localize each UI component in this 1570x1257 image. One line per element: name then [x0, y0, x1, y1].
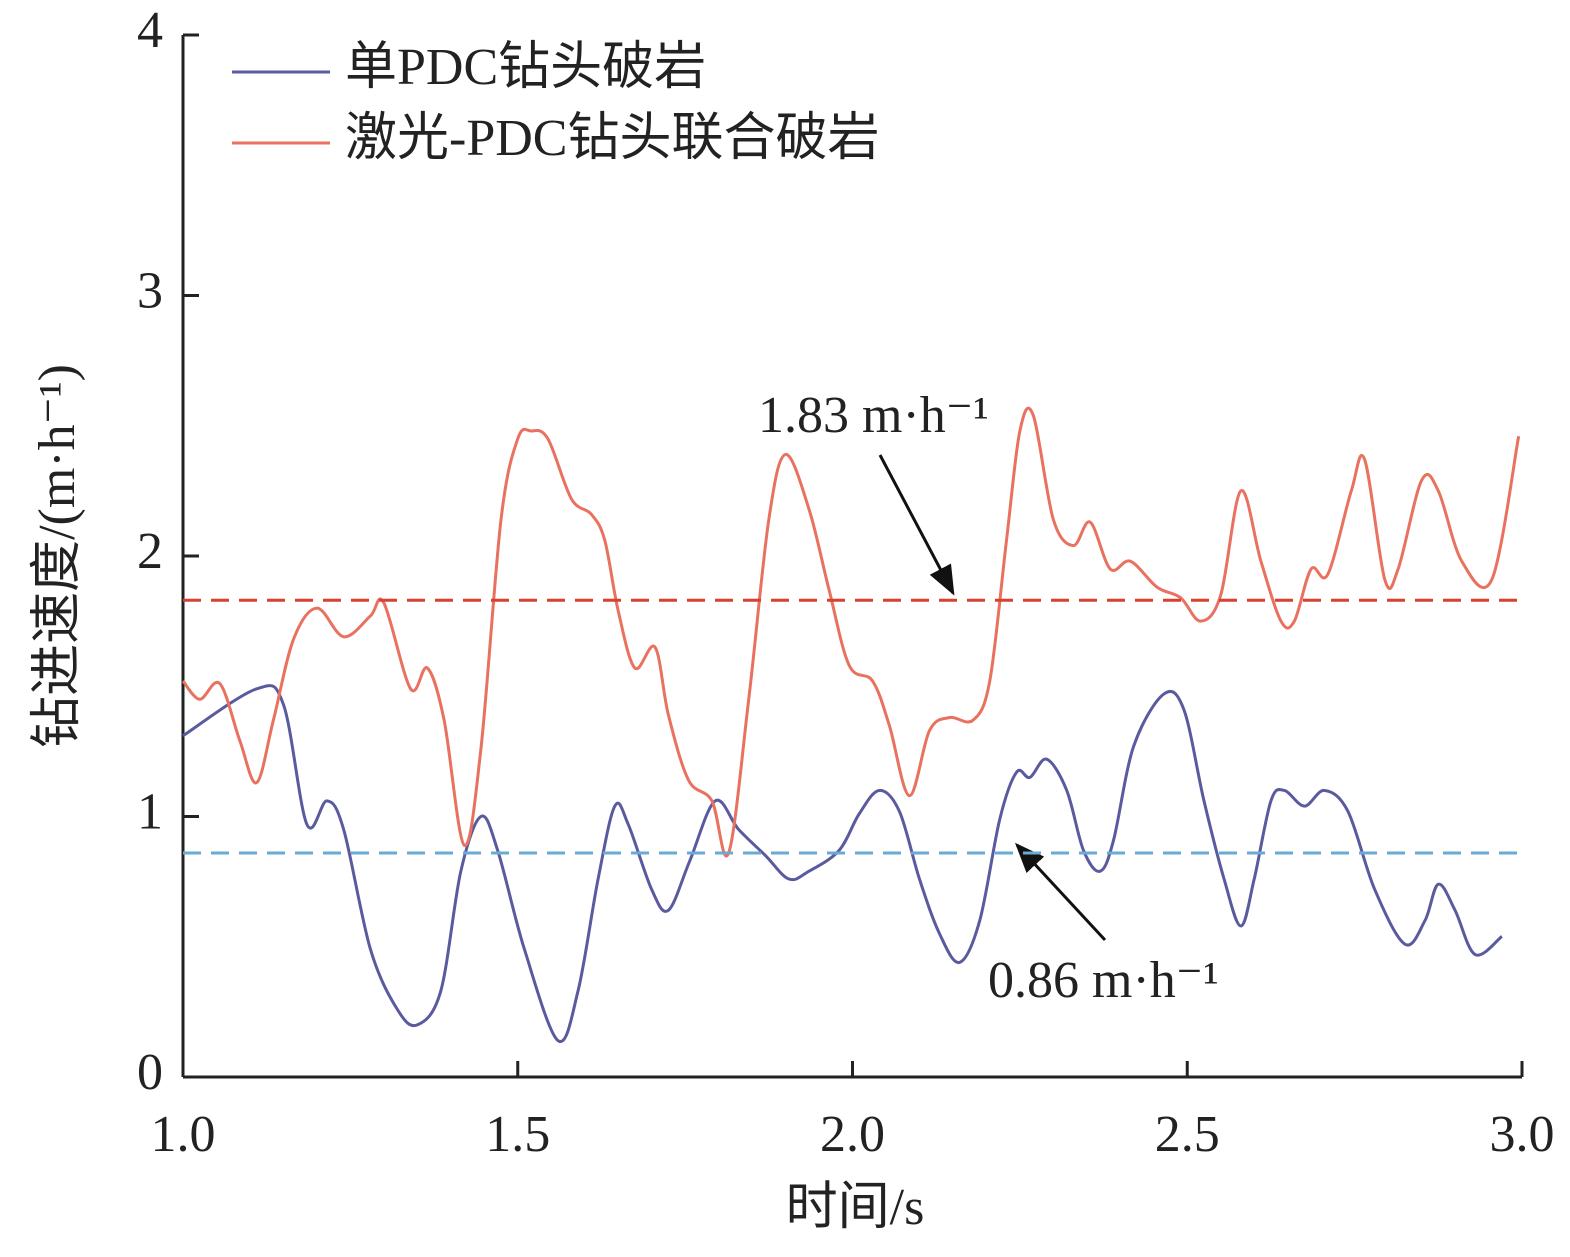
- y-axis-label: 钻进速度/(m·h⁻¹): [29, 364, 86, 748]
- x-axis-label: 时间/s: [786, 1179, 925, 1236]
- y-tick-label: 1: [137, 783, 163, 840]
- legend-label: 激光-PDC钻头联合破岩: [345, 110, 879, 167]
- series-line: [181, 406, 1521, 858]
- annotation: 0.86 m·h⁻¹: [988, 952, 1219, 1009]
- legend-label: 单PDC钻头破岩: [345, 39, 706, 96]
- y-tick-label: 4: [137, 2, 163, 59]
- x-tick-label: 1.0: [151, 1106, 216, 1163]
- annotation-arrow: [1014, 842, 1107, 942]
- annotation: 1.83 m·h⁻¹: [758, 387, 989, 444]
- x-tick-label: 2.5: [1155, 1106, 1220, 1163]
- y-tick-label: 3: [137, 262, 163, 319]
- x-tick-label: 3.0: [1490, 1106, 1555, 1163]
- x-tick-label: 2.0: [820, 1106, 885, 1163]
- x-tick-label: 1.5: [485, 1106, 550, 1163]
- annotation-arrow: [878, 454, 955, 596]
- series-line: [182, 684, 1503, 1044]
- y-tick-label: 2: [137, 523, 163, 580]
- y-tick-label: 0: [137, 1044, 163, 1101]
